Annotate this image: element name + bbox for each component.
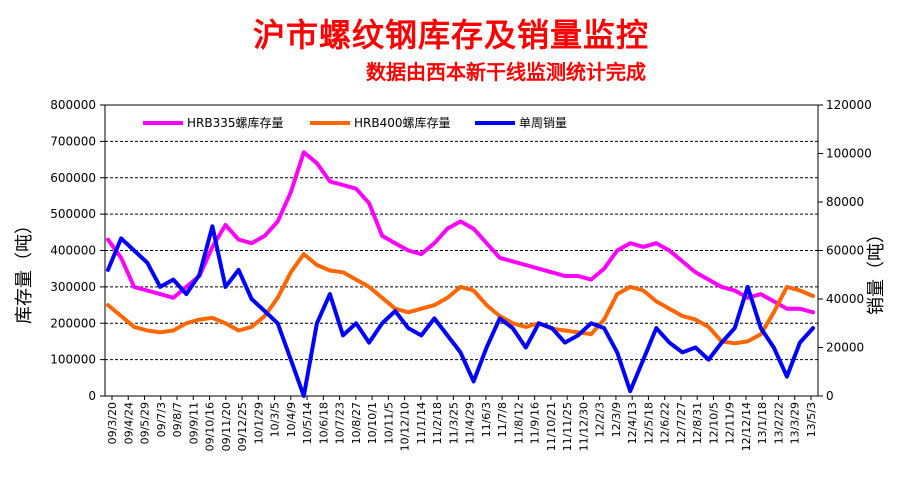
x-tick-label: 10/12/10 — [399, 402, 412, 451]
y-left-tick-label: 300000 — [50, 280, 96, 294]
y-left-tick-label: 800000 — [50, 98, 96, 112]
x-tick-label: 11/6/3 — [480, 402, 493, 437]
x-tick-label: 11/9/16 — [529, 402, 542, 444]
x-tick-label: 10/8/27 — [350, 402, 363, 444]
y-left-tick-label: 400000 — [50, 244, 96, 258]
y-right-tick-label: 120000 — [826, 98, 872, 112]
x-tick-label: 10/4/9 — [285, 402, 298, 437]
x-tick-label: 11/8/12 — [512, 402, 525, 444]
x-tick-label: 10/3/5 — [269, 402, 282, 437]
legend-label-1: HRB335螺库存量 — [187, 115, 284, 130]
x-tick-label: 11/2/18 — [431, 402, 444, 444]
x-tick-label: 12/5/18 — [642, 402, 655, 444]
x-tick-label: 10/1/29 — [252, 402, 265, 444]
x-tick-label: 09/4/24 — [122, 402, 135, 444]
x-tick-label: 10/5/14 — [301, 402, 314, 444]
y-right-tick-label: 80000 — [826, 195, 864, 209]
x-tick-label: 09/10/16 — [204, 402, 217, 451]
x-tick-label: 13/1/18 — [756, 402, 769, 444]
y-right-tick-label: 100000 — [826, 147, 872, 161]
y-left-tick-label: 700000 — [50, 134, 96, 148]
x-tick-label: 12/3/9 — [610, 402, 623, 437]
x-tick-label: 09/9/11 — [187, 402, 200, 444]
x-tick-label: 09/11/20 — [220, 402, 233, 451]
y-left-tick-label: 0 — [88, 389, 96, 403]
y-left-tick-label: 500000 — [50, 207, 96, 221]
x-tick-label: 11/1/14 — [415, 402, 428, 444]
x-tick-label: 11/3/25 — [447, 402, 460, 444]
y-right-tick-label: 40000 — [826, 292, 864, 306]
x-tick-label: 12/4/13 — [626, 402, 639, 444]
legend-label-3: 单周销量 — [519, 116, 567, 130]
x-tick-label: 12/12/14 — [740, 402, 753, 451]
x-tick-label: 11/11/25 — [561, 402, 574, 451]
x-tick-label: 11/7/8 — [496, 402, 509, 437]
x-tick-label: 11/10/21 — [545, 402, 558, 451]
x-tick-label: 09/3/20 — [106, 402, 119, 444]
x-tick-label: 12/7/27 — [675, 402, 688, 444]
chart-subtitle: 数据由西本新干线监测统计完成 — [366, 60, 646, 84]
x-tick-label: 09/8/7 — [171, 402, 184, 437]
y-left-tick-label: 200000 — [50, 316, 96, 330]
x-tick-label: 12/6/22 — [659, 402, 672, 444]
x-tick-label: 09/12/25 — [236, 402, 249, 451]
x-tick-label: 11/4/29 — [464, 402, 477, 444]
x-tick-label: 09/5/29 — [139, 402, 152, 444]
x-tick-label: 10/6/18 — [317, 402, 330, 444]
y-left-tick-label: 600000 — [50, 171, 96, 185]
x-tick-label: 11/12/30 — [577, 402, 590, 451]
x-tick-label: 10/7/23 — [334, 402, 347, 444]
y-right-tick-label: 60000 — [826, 244, 864, 258]
x-tick-label: 10/11/5 — [382, 402, 395, 444]
y-right-axis-title: 销量（吨） — [866, 225, 887, 315]
x-tick-label: 13/2/22 — [772, 402, 785, 444]
y-left-tick-label: 100000 — [50, 353, 96, 367]
x-tick-label: 12/10/5 — [707, 402, 720, 444]
legend-label-2: HRB400螺库存量 — [354, 115, 451, 130]
plot-frame — [104, 104, 819, 397]
x-tick-label: 10/10/1 — [366, 402, 379, 444]
x-tick-label: 13/3/29 — [789, 402, 802, 444]
series-line-3 — [106, 224, 815, 398]
x-tick-label: 12/11/9 — [724, 402, 737, 444]
series-line-2 — [106, 252, 815, 346]
y-right-tick-label: 20000 — [826, 341, 864, 355]
y-right-tick-label: 0 — [826, 389, 834, 403]
y-left-axis-title: 库存量（吨） — [14, 216, 35, 324]
chart-title: 沪市螺纹钢库存及销量监控 — [252, 16, 649, 54]
x-tick-label: 12/8/31 — [691, 402, 704, 444]
x-tick-label: 09/7/3 — [155, 402, 168, 437]
x-tick-label: 12/2/3 — [594, 402, 607, 437]
x-tick-label: 13/5/3 — [805, 402, 818, 437]
series-line-1 — [106, 150, 815, 315]
